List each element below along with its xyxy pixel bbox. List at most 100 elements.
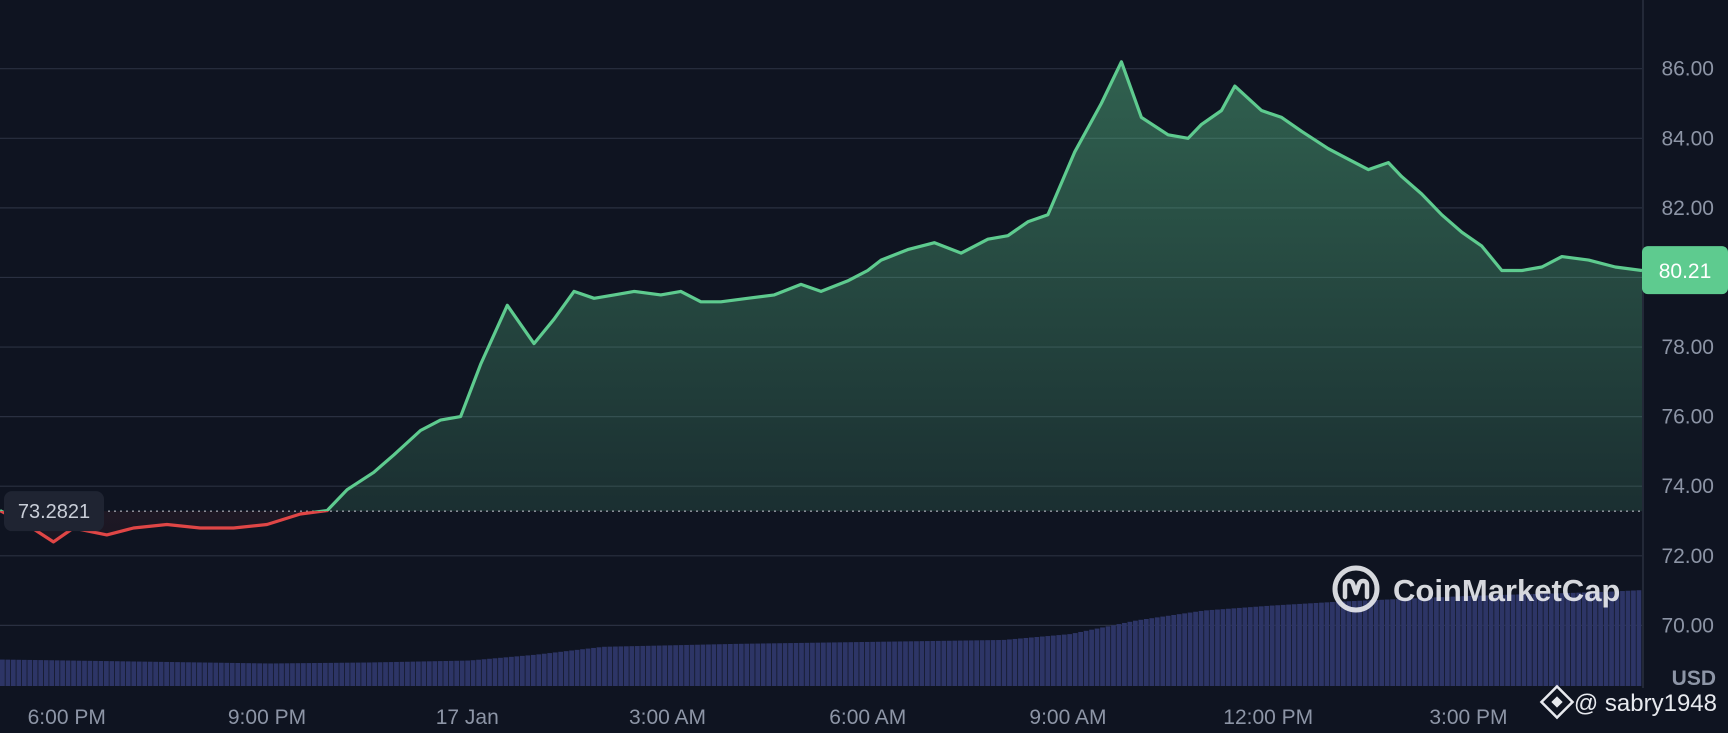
volume-bar bbox=[1609, 591, 1614, 686]
volume-bar bbox=[974, 640, 980, 686]
volume-bar bbox=[853, 642, 859, 686]
volume-bar bbox=[1565, 592, 1571, 686]
volume-bar bbox=[1220, 609, 1226, 686]
volume-bar bbox=[54, 660, 60, 686]
volume-bar bbox=[1614, 591, 1620, 686]
volume-bar bbox=[98, 660, 104, 686]
volume-bar bbox=[16, 659, 22, 686]
volume-bar bbox=[273, 663, 279, 686]
volume-bar bbox=[487, 658, 492, 686]
volume-bar bbox=[71, 660, 76, 686]
volume-bar bbox=[1346, 601, 1352, 686]
volume-bar bbox=[1423, 597, 1428, 686]
volume-bar bbox=[547, 653, 553, 686]
y-tick-label: 78.00 bbox=[1661, 336, 1714, 359]
volume-bar bbox=[788, 643, 793, 686]
volume-bar bbox=[662, 645, 668, 686]
volume-bar bbox=[1444, 596, 1450, 686]
volume-bar bbox=[339, 662, 345, 686]
volume-bar bbox=[1472, 595, 1478, 686]
volume-bar bbox=[224, 662, 230, 686]
volume-bar bbox=[744, 643, 750, 686]
volume-bar bbox=[1182, 613, 1188, 686]
price-line-above-baseline bbox=[0, 60, 1642, 512]
volume-bar bbox=[1620, 591, 1625, 686]
volume-bar bbox=[1631, 590, 1636, 686]
volume-bar bbox=[749, 643, 755, 686]
volume-bar bbox=[87, 660, 93, 686]
volume-bar bbox=[514, 656, 520, 686]
volume-bar bbox=[1100, 627, 1105, 686]
volume-bar bbox=[591, 647, 596, 686]
author-handle-text: @ sabry1948 bbox=[1574, 690, 1717, 717]
coinmarketcap-wordmark: CoinMarketCap bbox=[1393, 573, 1620, 608]
volume-bar bbox=[1116, 624, 1122, 686]
volume-bar bbox=[782, 643, 788, 686]
volume-bar bbox=[410, 661, 416, 686]
volume-bar bbox=[645, 645, 651, 686]
volume-bar bbox=[536, 654, 542, 686]
x-tick-label: 3:00 PM bbox=[1429, 706, 1507, 728]
volume-bar bbox=[1187, 612, 1193, 686]
volume-bar bbox=[1412, 598, 1417, 686]
volume-bar bbox=[153, 661, 159, 686]
volume-bar bbox=[1357, 600, 1363, 686]
volume-bar bbox=[1072, 633, 1078, 686]
volume-bar bbox=[454, 660, 460, 686]
volume-bar bbox=[897, 641, 903, 686]
volume-bar bbox=[279, 663, 284, 686]
volume-bar bbox=[1028, 637, 1034, 686]
volume-bar bbox=[771, 643, 777, 686]
volume-bar bbox=[1439, 597, 1445, 686]
volume-bar bbox=[804, 642, 810, 686]
volume-bar bbox=[1160, 616, 1166, 686]
volume-bar bbox=[1324, 602, 1330, 686]
volume-bar bbox=[842, 642, 848, 686]
volume-bar bbox=[1401, 598, 1406, 686]
volume-bar bbox=[607, 646, 613, 686]
volume-bar bbox=[777, 643, 782, 686]
volume-bar bbox=[914, 641, 919, 686]
volume-bar bbox=[1516, 594, 1521, 686]
volume-bar bbox=[202, 662, 208, 686]
volume-bar bbox=[355, 662, 361, 686]
volume-bar bbox=[678, 645, 684, 686]
volume-bar bbox=[1340, 601, 1346, 686]
volume-bar bbox=[1335, 601, 1341, 686]
volume-bar bbox=[437, 661, 443, 686]
volume-bar bbox=[640, 645, 646, 686]
volume-bar bbox=[815, 642, 821, 686]
volume-bar bbox=[1461, 596, 1467, 686]
volume-bar bbox=[618, 646, 624, 686]
volume-bar bbox=[186, 662, 191, 686]
volume-bar bbox=[5, 659, 11, 686]
volume-bar bbox=[881, 641, 886, 686]
coinmarketcap-logo-icon bbox=[1332, 565, 1380, 613]
volume-bar bbox=[1302, 603, 1308, 686]
author-handle: @ sabry1948 bbox=[1539, 684, 1717, 720]
volume-bar bbox=[1313, 602, 1319, 686]
volume-bar bbox=[344, 662, 350, 686]
volume-bar bbox=[1548, 593, 1554, 686]
volume-bar bbox=[509, 656, 514, 686]
volume-bar bbox=[82, 660, 87, 686]
volume-bar bbox=[1625, 590, 1631, 686]
volume-bar bbox=[1576, 592, 1582, 686]
volume-bar bbox=[1527, 594, 1532, 686]
volume-bar bbox=[1488, 595, 1494, 686]
volume-bar bbox=[388, 662, 394, 686]
volume-bar bbox=[722, 644, 728, 686]
baseline-value-label: 73.2821 bbox=[18, 501, 90, 523]
volume-bar bbox=[32, 660, 38, 686]
volume-bar bbox=[350, 662, 356, 686]
volume-bar bbox=[569, 650, 574, 686]
volume-bar bbox=[328, 662, 334, 686]
volume-bar bbox=[1083, 630, 1089, 686]
volume-bar bbox=[1466, 595, 1472, 686]
volume-bar bbox=[1379, 599, 1385, 686]
volume-bar bbox=[727, 643, 733, 686]
volume-bar bbox=[711, 644, 717, 686]
volume-bar bbox=[1105, 626, 1111, 686]
